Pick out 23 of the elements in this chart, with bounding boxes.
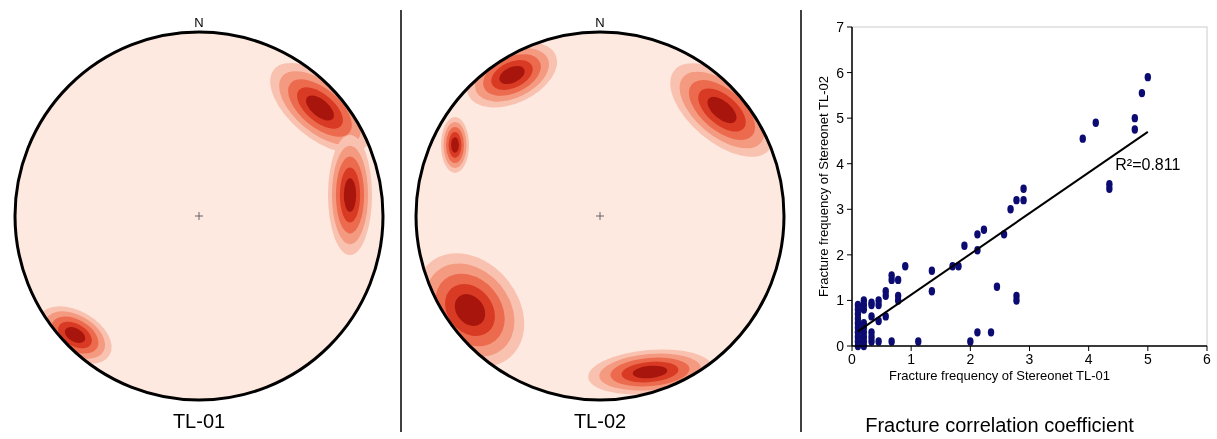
y-axis-title: Fracture frequency of Stereonet TL-02 — [816, 76, 831, 297]
x-tick-label: 6 — [1203, 351, 1212, 367]
y-tick-label: 3 — [836, 201, 845, 218]
x-axis-title: Fracture frequency of Stereonet TL-01 — [889, 368, 1110, 383]
y-tick-label: 7 — [836, 19, 845, 35]
x-tick-label: 1 — [907, 351, 916, 367]
x-tick-label: 4 — [1084, 351, 1093, 367]
text: N — [595, 15, 605, 30]
x-tick-label: 5 — [1143, 351, 1152, 367]
x-tick-label: 0 — [848, 351, 857, 367]
y-tick-label: 0 — [836, 338, 845, 354]
x-tick-label: 2 — [966, 351, 975, 367]
text: TL-01 — [172, 410, 226, 432]
annotation: R²=0.811 — [1115, 155, 1181, 173]
text: N — [194, 15, 204, 30]
x-tick-label: 3 — [1025, 351, 1034, 367]
text: Fracture correlation coefficient — [865, 414, 1135, 436]
y-tick-label: 1 — [836, 292, 845, 309]
text: TL-02 — [573, 410, 627, 432]
y-tick-label: 4 — [836, 155, 845, 172]
y-tick-label: 5 — [836, 110, 845, 127]
y-tick-label: 6 — [836, 64, 845, 81]
y-tick-label: 2 — [836, 246, 845, 263]
